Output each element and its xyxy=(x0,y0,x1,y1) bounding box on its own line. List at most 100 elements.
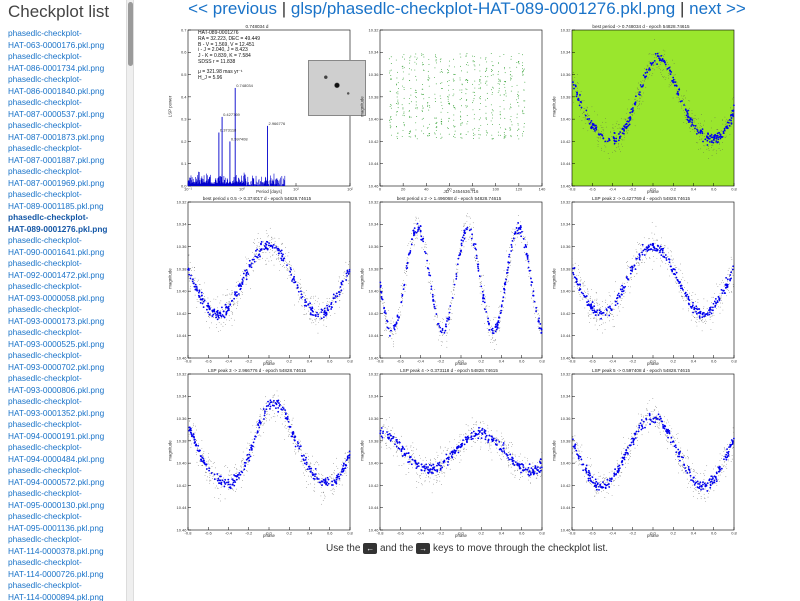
binned-phased-point xyxy=(592,311,595,314)
file-list-item[interactable]: phasedlc-checkplot- HAT-086-0001840.pkl.p… xyxy=(8,74,120,97)
file-list-item[interactable]: phasedlc-checkplot- HAT-090-0001641.pkl.p… xyxy=(8,235,120,258)
raw-point xyxy=(492,110,494,112)
file-list-item[interactable]: phasedlc-checkplot- HAT-094-0000191.pkl.p… xyxy=(8,419,120,442)
x-tick-label: -0.4 xyxy=(609,359,617,364)
file-list-item[interactable]: phasedlc-checkplot- HAT-114-0000894.pkl.p… xyxy=(8,580,120,601)
raw-phased-point xyxy=(602,315,603,316)
file-list-item[interactable]: phasedlc-checkplot- HAT-093-0000525.pkl.p… xyxy=(8,327,120,350)
raw-phased-point xyxy=(244,278,245,280)
raw-phased-point xyxy=(317,297,319,299)
previous-link[interactable]: << previous xyxy=(188,0,278,18)
raw-phased-point xyxy=(610,313,612,314)
file-list-item-current[interactable]: phasedlc-checkplot- HAT-089-0001276.pkl.p… xyxy=(8,212,120,235)
raw-phased-point xyxy=(493,330,495,331)
raw-phased-point xyxy=(402,305,403,307)
raw-phased-point xyxy=(246,447,248,449)
raw-phased-point xyxy=(336,465,337,467)
raw-phased-point xyxy=(420,233,421,235)
raw-phased-point xyxy=(484,306,486,308)
file-list-item[interactable]: phasedlc-checkplot- HAT-114-0000378.pkl.p… xyxy=(8,534,120,557)
raw-phased-point xyxy=(587,315,589,317)
file-list-item[interactable]: phasedlc-checkplot- HAT-093-0001352.pkl.p… xyxy=(8,396,120,419)
raw-phased-point xyxy=(487,319,489,321)
current-file-link[interactable]: glsp/phasedlc-checkplot-HAT-089-0001276.… xyxy=(290,0,676,18)
raw-point xyxy=(415,97,417,98)
file-list-item[interactable]: phasedlc-checkplot- HAT-089-0001185.pkl.p… xyxy=(8,189,120,212)
raw-phased-point xyxy=(433,319,435,321)
binned-phased-point xyxy=(319,481,322,484)
binned-phased-point xyxy=(687,302,690,305)
raw-phased-point xyxy=(668,86,670,88)
raw-point xyxy=(434,132,435,134)
file-list-item[interactable]: phasedlc-checkplot- HAT-092-0001472.pkl.p… xyxy=(8,258,120,281)
binned-phased-point xyxy=(218,479,221,482)
raw-phased-point xyxy=(338,280,339,282)
raw-point xyxy=(491,109,493,111)
raw-phased-point xyxy=(229,471,230,473)
binned-phased-point xyxy=(239,287,242,290)
raw-point xyxy=(504,81,506,82)
raw-phased-point xyxy=(246,470,247,471)
scrollbar-thumb[interactable] xyxy=(128,2,133,66)
file-list-item[interactable]: phasedlc-checkplot- HAT-093-0000702.pkl.p… xyxy=(8,350,120,373)
binned-phased-point xyxy=(706,139,709,142)
raw-phased-point xyxy=(205,301,207,303)
file-list-item[interactable]: phasedlc-checkplot- HAT-087-0000537.pkl.p… xyxy=(8,97,120,120)
file-list-item[interactable]: phasedlc-checkplot- HAT-063-0000176.pkl.p… xyxy=(8,28,120,51)
raw-phased-point xyxy=(347,452,349,454)
raw-phased-point xyxy=(288,429,289,431)
raw-phased-point xyxy=(293,268,295,270)
binned-phased-point xyxy=(432,300,434,302)
next-link[interactable]: next >> xyxy=(689,0,746,18)
file-list-item[interactable]: phasedlc-checkplot- HAT-094-0000572.pkl.p… xyxy=(8,465,120,488)
raw-phased-point xyxy=(201,440,203,441)
raw-phased-point xyxy=(278,257,280,258)
raw-phased-point xyxy=(634,125,636,127)
raw-phased-point xyxy=(392,334,394,335)
binned-phased-point xyxy=(245,269,248,271)
raw-point xyxy=(428,79,429,81)
raw-phased-point xyxy=(272,238,274,240)
file-list-item[interactable]: phasedlc-checkplot- HAT-087-0001887.pkl.p… xyxy=(8,143,120,166)
binned-phased-point xyxy=(723,129,726,132)
raw-phased-point xyxy=(398,309,400,310)
binned-phased-point xyxy=(614,300,617,303)
file-list-item[interactable]: phasedlc-checkplot- HAT-093-0000173.pkl.p… xyxy=(8,304,120,327)
raw-phased-point xyxy=(587,130,589,132)
raw-phased-point xyxy=(649,257,650,258)
raw-phased-point xyxy=(339,296,340,297)
binned-phased-point xyxy=(210,472,213,474)
raw-point xyxy=(409,117,410,118)
file-list-item[interactable]: phasedlc-checkplot- HAT-094-0000484.pkl.p… xyxy=(8,442,120,465)
file-list-item[interactable]: phasedlc-checkplot- HAT-087-0001873.pkl.p… xyxy=(8,120,120,143)
sidebar-scrollbar[interactable] xyxy=(126,0,133,601)
raw-phased-point xyxy=(333,490,335,492)
raw-phased-point xyxy=(256,258,258,260)
file-name-part: phasedlc-checkplot- xyxy=(8,258,82,268)
file-list-item[interactable]: phasedlc-checkplot- HAT-086-0001734.pkl.p… xyxy=(8,51,120,74)
raw-phased-point xyxy=(258,250,259,251)
binned-phased-point xyxy=(494,330,497,333)
file-list-item[interactable]: phasedlc-checkplot- HAT-095-0000130.pkl.p… xyxy=(8,488,120,511)
raw-phased-point xyxy=(284,255,286,257)
file-list-item[interactable]: phasedlc-checkplot- HAT-087-0001969.pkl.p… xyxy=(8,166,120,189)
file-list-item[interactable]: phasedlc-checkplot- HAT-093-0000806.pkl.p… xyxy=(8,373,120,396)
binned-phased-point xyxy=(491,332,494,334)
raw-phased-point xyxy=(616,299,618,301)
raw-point xyxy=(465,106,467,108)
binned-phased-point xyxy=(595,311,598,313)
binned-phased-point xyxy=(327,482,330,485)
file-list-item[interactable]: phasedlc-checkplot- HAT-095-0001136.pkl.p… xyxy=(8,511,120,534)
file-list-item[interactable]: phasedlc-checkplot- HAT-093-0000058.pkl.p… xyxy=(8,281,120,304)
raw-phased-point xyxy=(731,267,732,269)
file-list-item[interactable]: phasedlc-checkplot- HAT-114-0000726.pkl.p… xyxy=(8,557,120,580)
raw-phased-point xyxy=(294,304,295,306)
raw-phased-point xyxy=(611,135,612,137)
x-tick-label: -0.8 xyxy=(569,359,577,364)
raw-phased-point xyxy=(252,425,254,427)
raw-phased-point xyxy=(691,117,693,119)
raw-phased-point xyxy=(446,346,448,348)
raw-point xyxy=(434,98,436,100)
raw-phased-point xyxy=(630,277,631,279)
binned-phased-point xyxy=(330,303,332,306)
